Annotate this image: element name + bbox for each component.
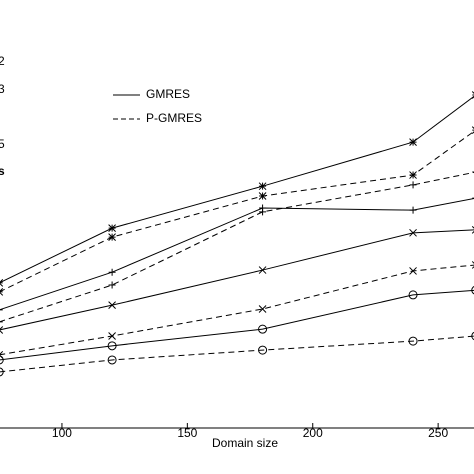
marker xyxy=(471,331,474,341)
series-line xyxy=(0,95,474,284)
side-label: 2 xyxy=(0,54,5,68)
marker xyxy=(258,305,267,313)
marker xyxy=(0,288,4,296)
marker xyxy=(258,182,267,191)
marker xyxy=(258,192,267,200)
marker xyxy=(108,268,116,276)
marker xyxy=(0,279,4,287)
series-line xyxy=(0,229,474,331)
series-line xyxy=(0,289,474,361)
marker xyxy=(108,224,116,232)
series-line xyxy=(0,197,474,311)
marker xyxy=(108,301,116,310)
marker xyxy=(0,367,4,377)
marker xyxy=(259,208,267,216)
marker xyxy=(409,267,417,275)
marker xyxy=(0,326,4,334)
marker xyxy=(0,350,4,359)
marker xyxy=(471,261,474,269)
side-label: 3 xyxy=(0,82,5,96)
marker xyxy=(258,345,268,355)
series-line xyxy=(0,171,474,323)
side-label: 5 xyxy=(0,137,5,151)
marker xyxy=(409,206,417,214)
marker xyxy=(409,171,417,179)
marker xyxy=(108,332,116,340)
legend-label: GMRES xyxy=(146,87,190,101)
marker xyxy=(472,197,474,199)
x-tick-label: 250 xyxy=(428,426,448,440)
marker xyxy=(409,138,417,146)
legend-label: P-GMRES xyxy=(146,111,202,125)
marker xyxy=(409,228,417,237)
marker xyxy=(107,341,117,351)
series-line xyxy=(0,335,474,373)
marker xyxy=(409,181,417,189)
series-line xyxy=(0,130,474,293)
marker xyxy=(472,171,474,173)
series-line xyxy=(0,264,474,356)
marker xyxy=(471,286,474,295)
x-tick-label: 100 xyxy=(52,426,72,440)
marker xyxy=(408,290,418,300)
x-tick-label: 200 xyxy=(303,426,323,440)
marker xyxy=(108,233,116,241)
x-tick-label: 150 xyxy=(177,426,197,440)
marker xyxy=(471,225,474,234)
marker xyxy=(108,281,116,289)
marker xyxy=(0,321,3,323)
x-axis-label: Domain size xyxy=(212,436,278,450)
marker xyxy=(0,309,3,311)
side-label: s xyxy=(0,164,5,178)
marker xyxy=(258,324,268,334)
marker xyxy=(258,266,267,274)
marker xyxy=(408,336,418,346)
marker xyxy=(107,355,117,365)
marker xyxy=(0,355,4,365)
